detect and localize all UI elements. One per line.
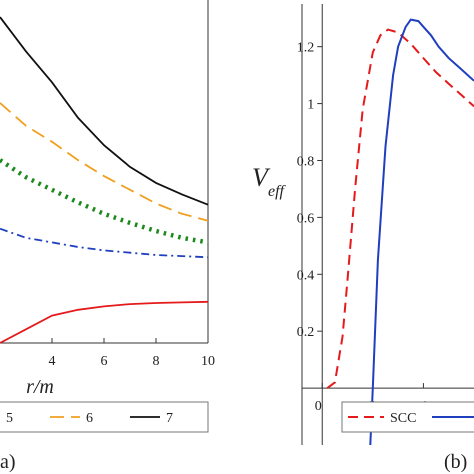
panel-b-y-axis-label: V	[252, 163, 271, 192]
panel-a-series-line-5	[0, 16, 209, 206]
panel-a-legend	[0, 401, 209, 433]
panel-a-x-axis-label: r/m	[26, 376, 54, 398]
panel-a-chart: 4 6 8 10 r/m 5 6 7	[0, 0, 215, 433]
panel-a-legend-label: 5	[6, 411, 13, 426]
panel-b-y-tick-label: 0.4	[297, 268, 315, 283]
panel-b-y-tick-label: 0.8	[297, 154, 315, 169]
panel-a-series-line-4	[0, 102, 209, 222]
panel-b-series-line-2	[369, 18, 474, 446]
panel-a-x-tick-label: 8	[153, 354, 160, 369]
panel-b-label: (b)	[444, 451, 467, 473]
panel-b-y-tick-label: 1	[307, 98, 314, 113]
panel-b-x-tick-label: 0	[315, 399, 322, 414]
panel-a-series-line-2	[0, 227, 209, 259]
panel-a-x-tick-label: 4	[49, 354, 56, 369]
panel-a-label: a)	[0, 451, 16, 473]
panel-b-chart: 0.20.40.60.811.2024VeffSCC	[252, 4, 474, 446]
panel-b-series-line-1	[326, 28, 474, 389]
panel-a-x-tick-label: 6	[101, 354, 108, 369]
panel-a-series-line-1	[0, 300, 209, 344]
panel-b-y-axis-label-subscript: eff	[268, 183, 287, 200]
panel-a-legend-label: 7	[166, 411, 173, 426]
panel-a-x-tick-label: 10	[201, 354, 215, 369]
panel-b-legend-label: SCC	[390, 411, 416, 426]
panel-a-legend-label: 6	[86, 411, 93, 426]
panel-b-y-tick-label: 1.2	[297, 41, 315, 56]
panel-a-series-line-3	[0, 158, 209, 245]
panel-b-y-tick-label: 0.2	[297, 325, 315, 340]
panel-b-y-tick-label: 0.6	[297, 211, 315, 226]
